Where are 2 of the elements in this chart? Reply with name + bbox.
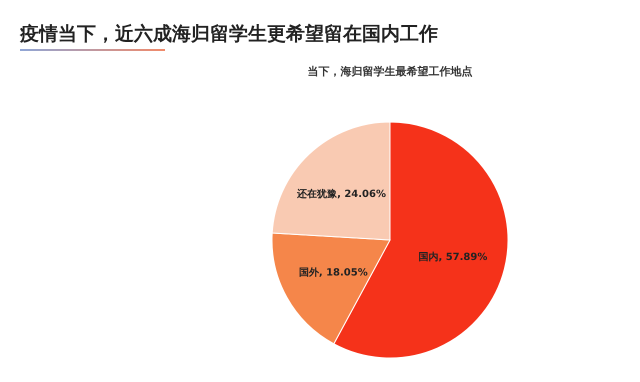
subtitle: 当下，海归留学生最希望工作地点 <box>308 65 472 78</box>
title: 疫情当下，近六成海归留学生更希望留在国内工作 <box>20 23 438 45</box>
